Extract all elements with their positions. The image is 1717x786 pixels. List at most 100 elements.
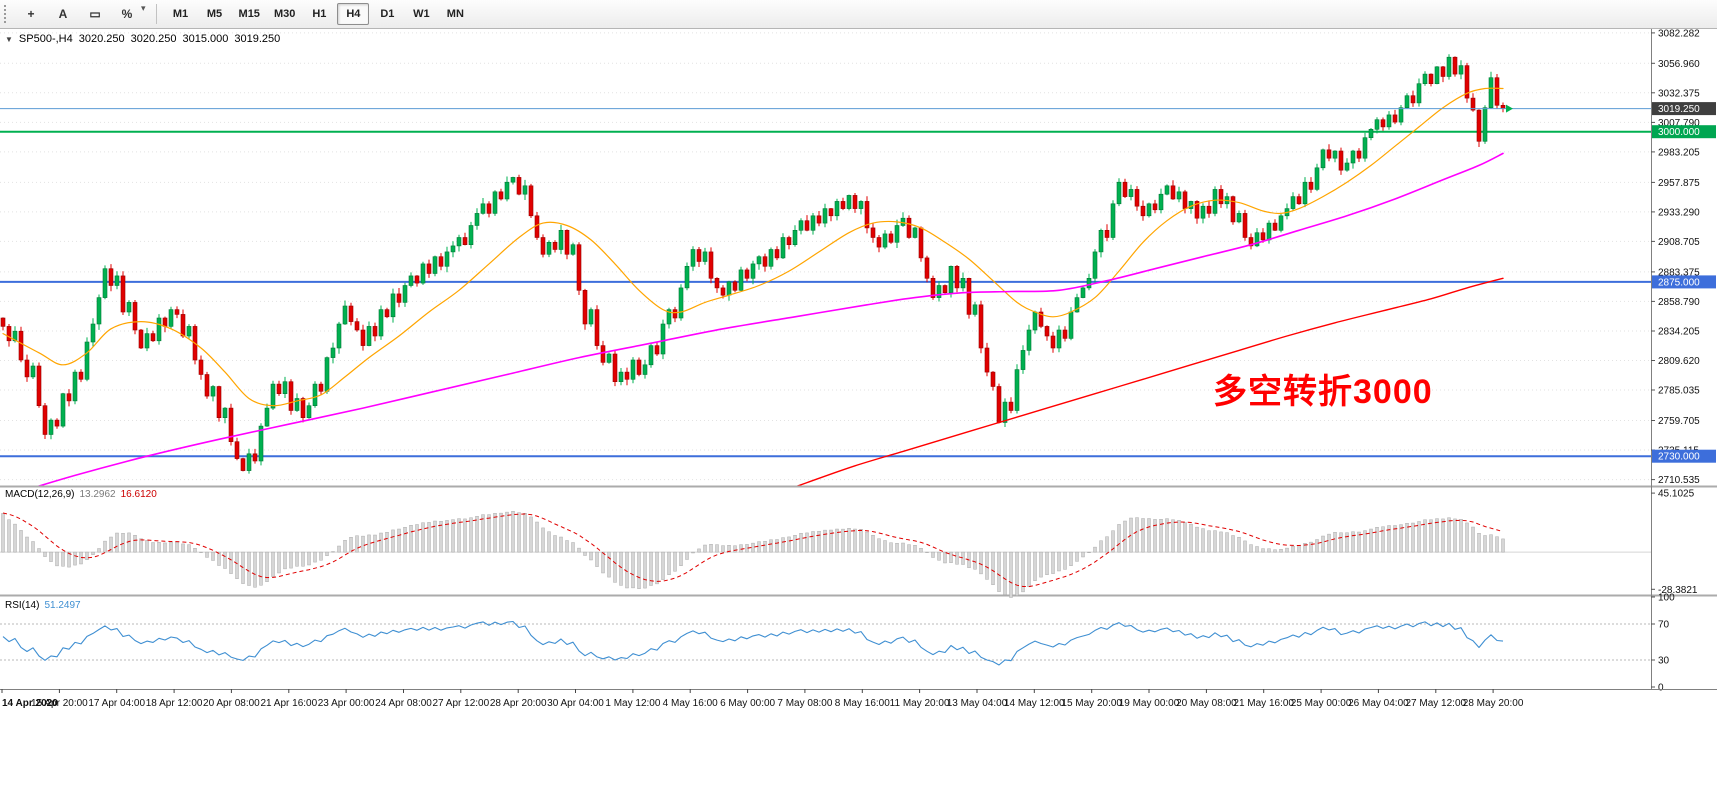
candle-body: [720, 287, 726, 296]
one-click-trading-toggle-icon[interactable]: ▼: [5, 35, 13, 44]
macd-histogram-bar: [637, 551, 641, 589]
candle-body: [450, 245, 456, 253]
macd-histogram-bar: [259, 551, 263, 586]
timeframe-button-h4[interactable]: H4: [337, 3, 370, 25]
candle-body: [900, 217, 906, 226]
macd-histogram-bar: [871, 535, 875, 553]
timeframe-button-h1[interactable]: H1: [312, 8, 327, 20]
time-axis-label: 28 May 20:00: [1463, 698, 1524, 709]
shape-tool-icon[interactable]: ▭: [89, 7, 101, 21]
candle-body: [1152, 203, 1158, 211]
price-axis-label: 3056.960: [1658, 59, 1700, 70]
macd-histogram-bar: [1261, 548, 1265, 553]
macd-histogram-bar: [1039, 551, 1043, 578]
candle-body: [1446, 56, 1452, 77]
macd-histogram-bar: [1345, 532, 1349, 553]
macd-histogram-bar: [1, 513, 5, 553]
crosshair-tool-icon[interactable]: +: [27, 7, 35, 21]
ohlc-low: 3015.000: [182, 33, 229, 45]
candle-body: [540, 237, 546, 255]
candle-body: [1332, 150, 1338, 159]
candle-body: [1374, 119, 1380, 130]
macd-histogram-bar: [643, 551, 647, 589]
macd-histogram-bar: [331, 551, 335, 553]
timeframe-button-m30[interactable]: M30: [273, 8, 296, 20]
macd-histogram-bar: [1471, 526, 1475, 553]
macd-histogram-bar: [277, 551, 281, 574]
toolbar-options-caret-icon[interactable]: ▾: [141, 3, 146, 13]
macd-histogram-bar: [415, 524, 419, 553]
macd-histogram-bar: [541, 527, 545, 553]
chart-canvas[interactable]: 3082.282 3056.960 3032.375 3007.790 2983.205…: [0, 29, 1717, 719]
candle-body: [1008, 401, 1014, 411]
percent-tool-icon[interactable]: %: [121, 7, 133, 21]
candle-body: [234, 441, 240, 459]
macd-histogram-bar: [787, 536, 791, 553]
price-axis-label: 2957.875: [1658, 178, 1700, 189]
macd-histogram-bar: [199, 551, 203, 553]
macd-histogram-bar: [931, 551, 935, 558]
ohlc-close: 3019.250: [234, 33, 281, 45]
timeframe-button-m5[interactable]: M5: [206, 8, 223, 20]
time-axis-label: 6 May 00:00: [720, 698, 775, 709]
timeframe-button-m15[interactable]: M15: [238, 8, 260, 20]
macd-histogram-bar: [1021, 551, 1025, 593]
macd-histogram-bar: [229, 551, 233, 574]
macd-histogram-bar: [457, 518, 461, 553]
macd-histogram-bar: [775, 539, 779, 553]
macd-histogram-bar: [865, 531, 869, 553]
timeframe-button-m1[interactable]: M1: [172, 8, 189, 20]
macd-histogram-bar: [859, 529, 863, 553]
candle-body: [1146, 203, 1152, 217]
macd-histogram-bar: [1321, 535, 1325, 553]
macd-histogram-bar: [385, 532, 389, 553]
macd-histogram-bar: [67, 551, 71, 568]
timeframe-button-w1[interactable]: W1: [413, 8, 430, 20]
candle-body: [792, 230, 798, 246]
candle-body: [708, 251, 714, 279]
rsi-panel: [0, 620, 1651, 666]
macd-histogram-bar: [925, 551, 929, 553]
macd-histogram-bar: [1483, 535, 1487, 553]
candle-body: [1098, 230, 1104, 253]
candle-body: [378, 309, 384, 337]
candle-body: [102, 268, 108, 298]
candle-body: [1056, 329, 1062, 349]
candle-body: [996, 386, 1002, 423]
macd-histogram-bar: [295, 551, 299, 567]
candle-body: [666, 309, 672, 325]
chart-text-annotation: 多空转折3000: [1213, 373, 1433, 411]
price-axis-label: 2933.290: [1658, 207, 1700, 218]
macd-histogram-bar: [25, 536, 29, 553]
macd-histogram-bar: [535, 521, 539, 553]
candle-body: [804, 220, 810, 231]
timeframe-button-mn[interactable]: MN: [446, 8, 464, 20]
timeframe-button-d1[interactable]: D1: [380, 8, 395, 20]
candle-body: [954, 266, 960, 289]
candle-body: [432, 256, 438, 274]
text-tool-icon[interactable]: A: [58, 7, 68, 21]
candle-body: [150, 333, 156, 342]
macd-histogram-bar: [1165, 518, 1169, 553]
candle-body: [918, 227, 924, 259]
macd-histogram-bar: [1297, 545, 1301, 553]
candle-body: [834, 201, 840, 217]
candle-body: [252, 453, 258, 462]
candle-body: [468, 225, 474, 246]
toolbar-grip[interactable]: [4, 5, 10, 23]
candle-body: [276, 383, 282, 395]
candle-body: [768, 249, 774, 267]
candle-body: [162, 317, 168, 327]
candle-body: [1068, 311, 1074, 339]
macd-histogram-bar: [1309, 541, 1313, 553]
candle-body: [1104, 230, 1110, 238]
macd-indicator-label: MACD(12,26,9) 13.2962 16.6120: [5, 489, 157, 500]
moving-averages: [2, 87, 1504, 486]
price-tag: [1652, 275, 1716, 289]
candle-body: [1452, 56, 1458, 75]
rsi-axis-label: 100: [1658, 593, 1675, 604]
candle-body: [576, 244, 582, 291]
candle-body: [84, 341, 90, 380]
macd-histogram-bar: [991, 551, 995, 585]
macd-histogram-bar: [1405, 523, 1409, 553]
